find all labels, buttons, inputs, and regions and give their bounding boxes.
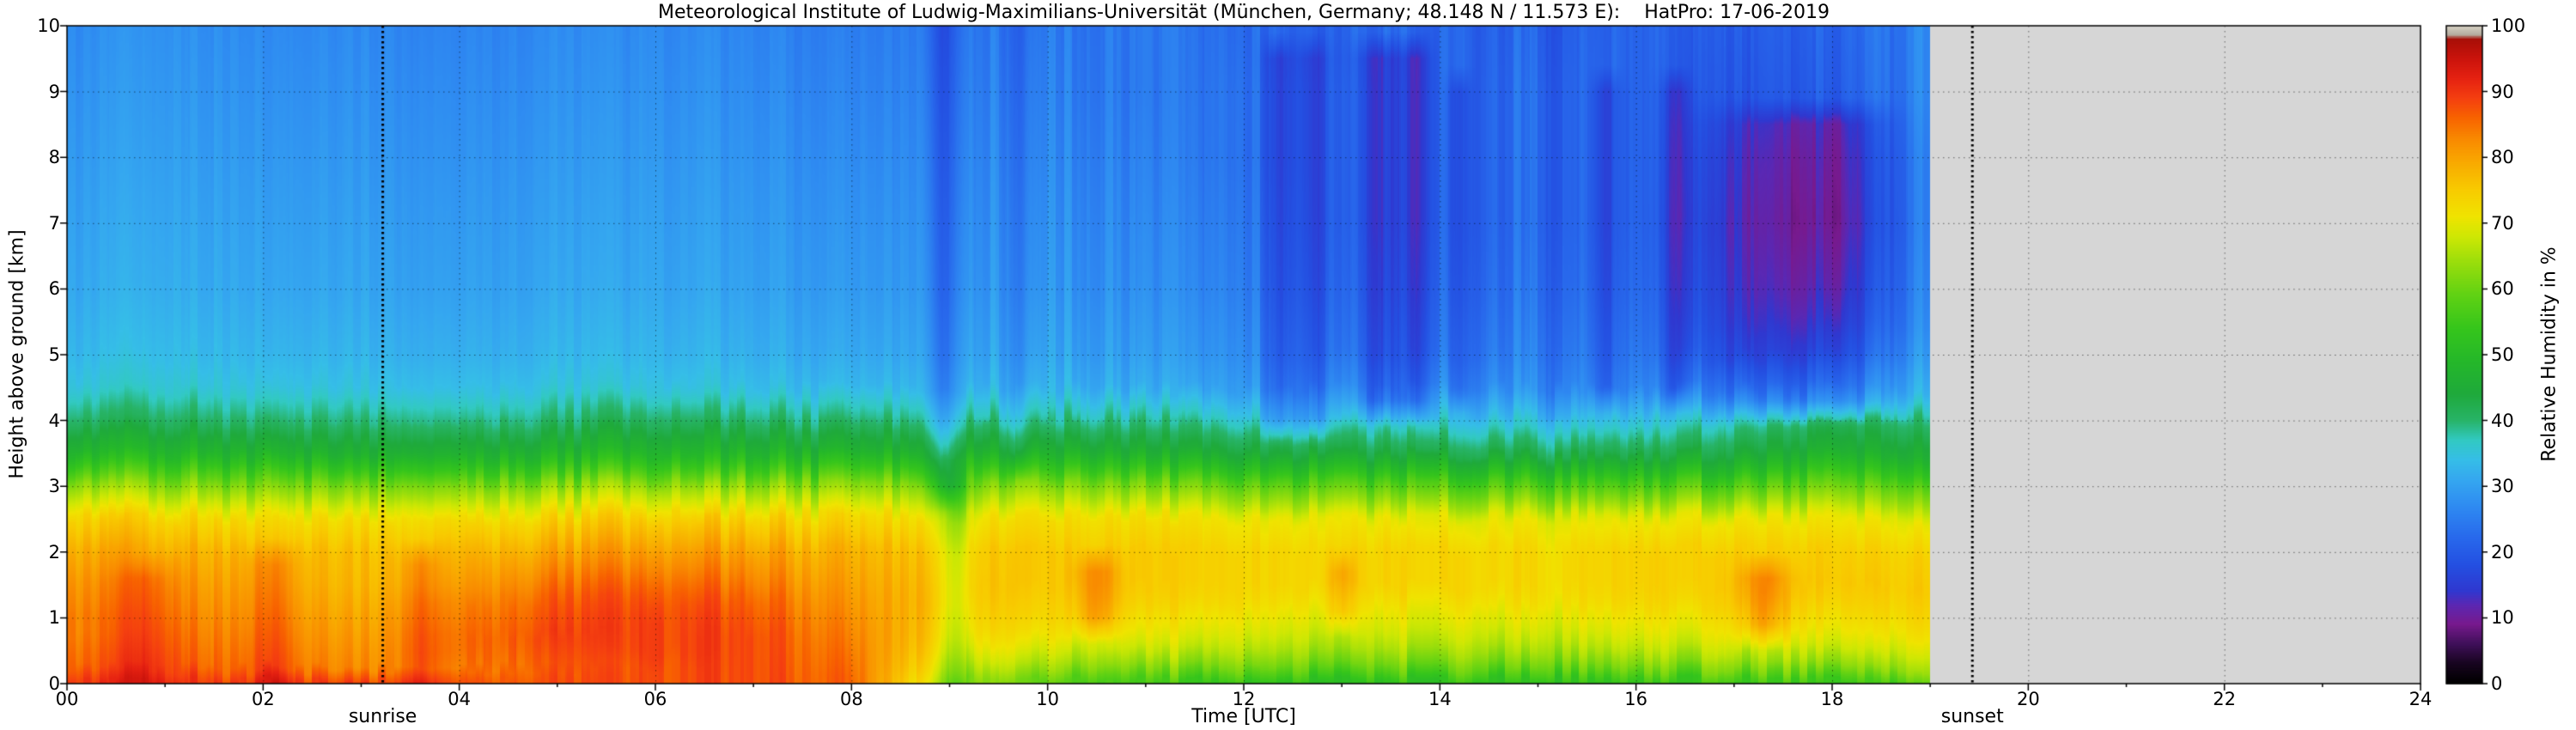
y-tick-label-4: 4 <box>48 410 60 431</box>
x-tick-label-08: 08 <box>839 689 863 709</box>
colorbar-tick-label-90: 90 <box>2491 81 2514 102</box>
colorbar-tick-label-60: 60 <box>2491 278 2514 300</box>
sunrise-annotation: sunrise <box>348 706 417 727</box>
x-tick-label-24: 24 <box>2409 689 2433 709</box>
x-tick-label-22: 22 <box>2213 689 2237 709</box>
y-tick-label-5: 5 <box>48 344 60 365</box>
x-tick-label-06: 06 <box>643 689 667 709</box>
x-tick-label-04: 04 <box>448 689 472 709</box>
sunset-annotation: sunset <box>1940 706 2004 727</box>
y-tick-label-0: 0 <box>48 673 60 694</box>
y-tick-label-3: 3 <box>48 476 60 497</box>
colorbar-tick-label-80: 80 <box>2491 147 2514 168</box>
x-tick-label-10: 10 <box>1036 689 1060 709</box>
x-tick-label-00: 00 <box>55 689 79 709</box>
colorbar-tick-label-30: 30 <box>2491 476 2514 497</box>
colorbar-tick-label-20: 20 <box>2491 541 2514 563</box>
colorbar-tick-label-70: 70 <box>2491 212 2514 234</box>
colorbar-tick-label-0: 0 <box>2491 673 2503 694</box>
colorbar-tick-label-10: 10 <box>2491 607 2514 629</box>
x-tick-label-16: 16 <box>1624 689 1648 709</box>
x-tick-label-18: 18 <box>1820 689 1844 709</box>
x-tick-label-12: 12 <box>1232 689 1256 709</box>
y-tick-label-10: 10 <box>37 15 60 36</box>
x-axis-label: Time [UTC] <box>1191 706 1296 727</box>
y-tick-label-8: 8 <box>48 147 60 168</box>
x-tick-label-14: 14 <box>1428 689 1452 709</box>
colorbar-tick-label-50: 50 <box>2491 344 2514 365</box>
y-tick-label-1: 1 <box>48 607 60 629</box>
y-tick-label-2: 2 <box>48 541 60 563</box>
x-tick-label-20: 20 <box>2016 689 2040 709</box>
y-axis-label: Height above ground [km] <box>6 229 28 479</box>
y-tick-label-6: 6 <box>48 278 60 300</box>
x-tick-label-02: 02 <box>251 689 275 709</box>
colorbar-tick-label-100: 100 <box>2491 15 2526 36</box>
chart-title: Meteorological Institute of Ludwig-Maxim… <box>657 2 1830 23</box>
colorbar-tick-label-40: 40 <box>2491 410 2514 431</box>
colorbar-label: Relative Humidity in % <box>2538 246 2561 462</box>
y-tick-label-9: 9 <box>48 81 60 102</box>
y-tick-label-7: 7 <box>48 212 60 234</box>
